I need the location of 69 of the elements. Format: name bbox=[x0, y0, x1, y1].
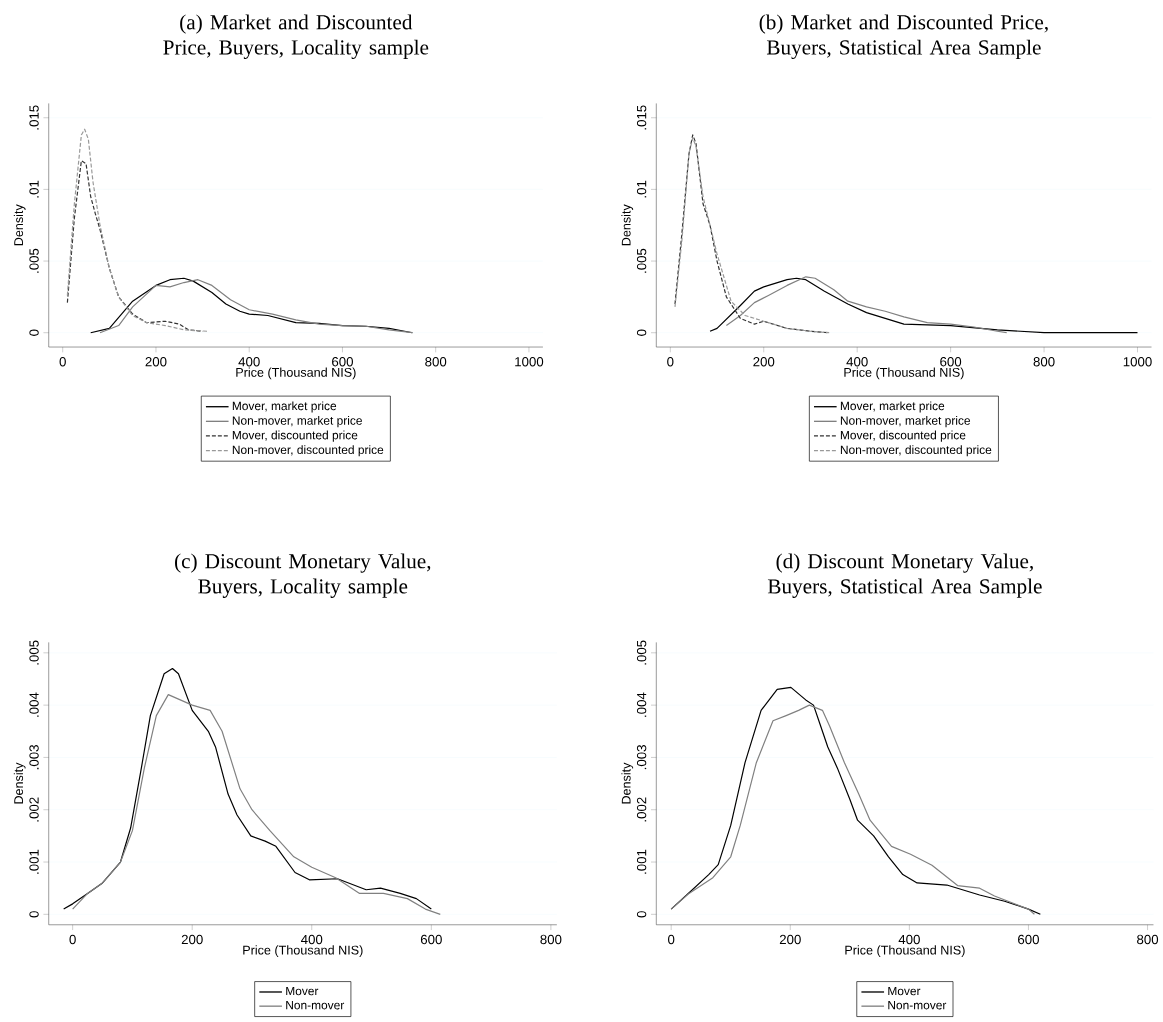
x-tick-label: 800 bbox=[1137, 934, 1159, 945]
x-tick-label: 0 bbox=[668, 934, 675, 945]
y-tick-label: .001 bbox=[29, 849, 39, 874]
y-tick-label: .005 bbox=[636, 248, 647, 273]
y-tick-label: 0 bbox=[636, 911, 647, 918]
y-axis-title: Density bbox=[13, 762, 26, 804]
x-tick-label: 1000 bbox=[1123, 356, 1152, 367]
y-tick-label: 0 bbox=[636, 329, 647, 336]
y-tick-label: .005 bbox=[636, 640, 647, 665]
x-tick-label: 1000 bbox=[515, 356, 544, 367]
y-tick-label: .01 bbox=[29, 180, 39, 198]
legend-label: Mover, discounted price bbox=[840, 430, 966, 442]
x-tick-label: 600 bbox=[332, 356, 353, 367]
y-tick-label: .015 bbox=[29, 105, 39, 130]
x-axis-title: Price (Thousand NIS) bbox=[845, 945, 965, 957]
x-tick-label: 0 bbox=[667, 356, 674, 367]
y-tick-label: 0 bbox=[29, 329, 39, 336]
x-tick-label: 0 bbox=[59, 356, 66, 367]
y-tick-label: .001 bbox=[636, 849, 647, 874]
x-tick-label: 0 bbox=[69, 934, 76, 945]
x-tick-label: 200 bbox=[779, 934, 801, 945]
line-series bbox=[66, 128, 208, 332]
y-tick-label: .01 bbox=[636, 180, 647, 198]
line-series bbox=[63, 667, 432, 910]
x-tick-label: 800 bbox=[425, 356, 447, 367]
legend-label: Mover, market price bbox=[232, 401, 337, 413]
y-tick-label: .002 bbox=[636, 797, 647, 822]
x-tick-label: 400 bbox=[301, 934, 323, 945]
x-axis-title: Price (Thousand NIS) bbox=[844, 367, 964, 380]
x-axis-title: Price (Thousand NIS) bbox=[243, 945, 363, 957]
x-tick-label: 800 bbox=[1033, 356, 1055, 367]
y-tick-label: .003 bbox=[29, 744, 39, 770]
y-axis-title: Density bbox=[621, 204, 634, 246]
line-series bbox=[725, 276, 1008, 334]
x-tick-label: 400 bbox=[238, 356, 260, 367]
y-tick-label: .005 bbox=[29, 248, 39, 273]
y-tick-label: .003 bbox=[636, 744, 647, 770]
x-tick-label: 200 bbox=[753, 356, 775, 367]
y-tick-label: .005 bbox=[29, 640, 39, 665]
legend-label: Mover, discounted price bbox=[232, 430, 358, 442]
x-tick-label: 600 bbox=[420, 934, 442, 945]
legend-label: Mover bbox=[888, 986, 921, 996]
y-tick-label: .002 bbox=[29, 797, 39, 822]
legend-label: Non-mover bbox=[286, 1000, 345, 1010]
x-tick-label: 400 bbox=[846, 356, 868, 367]
x-axis-title: Price (Thousand NIS) bbox=[236, 367, 356, 380]
chart-title: (a) Market and Discounted Price, Buyers, Locality sample bbox=[163, 14, 429, 59]
x-tick-label: 600 bbox=[1018, 934, 1039, 945]
chart-title: (b) Market and Discounted Price, Buyers, Statistical Area Sample bbox=[759, 14, 1048, 59]
x-tick-label: 600 bbox=[940, 356, 962, 367]
chart-title: (c) Discount Monetary Value, Buyers, Locality sample bbox=[175, 553, 431, 598]
legend-label: Mover bbox=[286, 986, 319, 996]
chart-title: (d) Discount Monetary Value, Buyers, Statistical Area Sample bbox=[767, 553, 1042, 598]
legend-label: Non-mover, discounted price bbox=[840, 445, 992, 457]
legend-label: Non-mover, market price bbox=[232, 415, 362, 428]
y-tick-label: 0 bbox=[29, 911, 39, 918]
x-tick-label: 400 bbox=[898, 934, 920, 945]
x-tick-label: 200 bbox=[145, 356, 167, 367]
x-tick-label: 200 bbox=[181, 934, 203, 945]
y-axis-title: Density bbox=[621, 762, 634, 804]
y-axis-title: Density bbox=[13, 204, 26, 246]
legend-label: Non-mover bbox=[888, 1000, 947, 1010]
legend-label: Non-mover, market price bbox=[840, 415, 971, 428]
y-tick-label: .004 bbox=[636, 692, 647, 717]
x-tick-label: 800 bbox=[540, 934, 562, 945]
y-tick-label: .015 bbox=[636, 105, 647, 130]
legend-label: Non-mover, discounted price bbox=[232, 445, 384, 457]
legend-label: Mover, market price bbox=[840, 401, 945, 413]
y-tick-label: .004 bbox=[29, 692, 39, 717]
